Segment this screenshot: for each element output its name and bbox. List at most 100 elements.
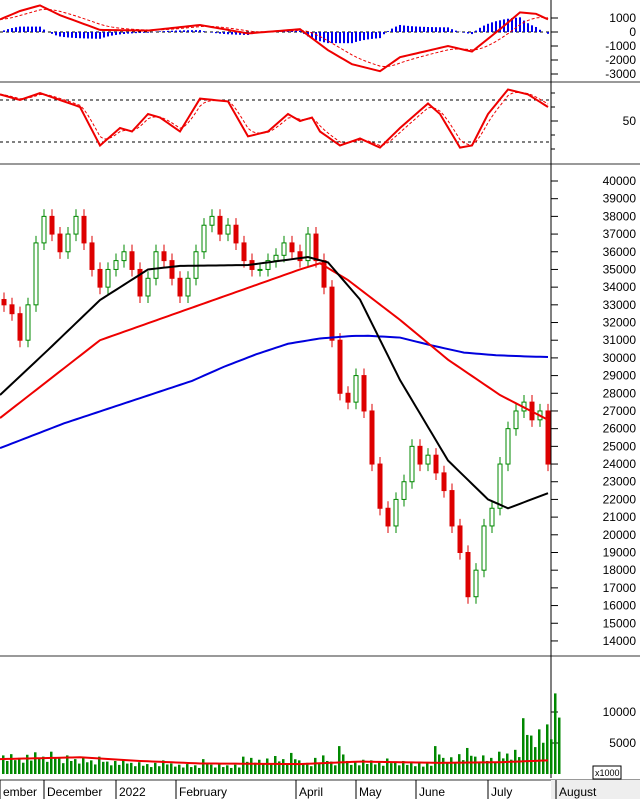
volume-bar — [338, 746, 341, 774]
candle-body — [449, 490, 455, 527]
price-tick-label: 28000 — [603, 386, 637, 400]
volume-bar — [202, 759, 205, 774]
volume-bar — [78, 763, 81, 774]
candle-body — [329, 286, 335, 341]
volume-bar — [126, 763, 129, 774]
volume-bar — [358, 765, 361, 774]
month-label: July — [491, 785, 512, 799]
candle-body — [233, 224, 239, 244]
month-label: February — [179, 785, 227, 799]
volume-bar — [42, 756, 45, 774]
candle-body — [457, 525, 463, 553]
volume-bar — [306, 762, 309, 774]
volume-bar — [206, 763, 209, 774]
volume-bar — [494, 762, 497, 774]
candle-body — [273, 254, 279, 262]
volume-bar — [530, 735, 533, 774]
candle-body — [153, 251, 159, 279]
volume-bar — [258, 759, 261, 774]
volume-bar — [86, 762, 89, 774]
volume-bar — [118, 764, 121, 774]
candle-body — [145, 277, 151, 297]
volume-bar — [486, 760, 489, 774]
price-tick-label: 30000 — [603, 351, 637, 365]
volume-bar — [462, 760, 465, 774]
volume-bar — [362, 759, 365, 774]
candle-body — [121, 251, 127, 262]
volume-bar — [138, 762, 141, 774]
volume-bar — [354, 761, 357, 774]
volume-bar — [294, 759, 297, 774]
candle-body — [265, 260, 271, 270]
candle-body — [161, 251, 167, 262]
candle-body — [305, 233, 311, 262]
volume-bar — [242, 756, 245, 774]
volume-bar — [238, 767, 241, 774]
volume-bar — [14, 760, 17, 774]
volume-bar — [134, 766, 137, 774]
volume-bar — [122, 759, 125, 774]
volume-bar — [406, 764, 409, 774]
volume-bar — [214, 767, 217, 774]
candle-body — [9, 304, 15, 315]
macd-tick-label: -3000 — [605, 67, 636, 81]
volume-bar — [346, 760, 349, 774]
candle-body — [113, 260, 119, 270]
volume-bar — [334, 765, 337, 774]
volume-bar — [274, 756, 277, 774]
volume-bar — [74, 759, 77, 774]
price-tick-label: 27000 — [603, 404, 637, 418]
volume-bar — [178, 764, 181, 774]
price-tick-label: 38000 — [603, 209, 637, 223]
volume-bar — [446, 762, 449, 774]
volume-bar — [298, 760, 301, 774]
price-tick-label: 26000 — [603, 422, 637, 436]
volume-bar — [250, 757, 253, 774]
volume-bar — [370, 760, 373, 774]
candle-body — [177, 277, 183, 297]
candle-body — [401, 481, 407, 500]
volume-bar — [170, 763, 173, 774]
candle-body — [209, 215, 215, 226]
candle-body — [201, 224, 207, 253]
volume-bar — [46, 761, 49, 774]
candle-body — [433, 454, 439, 474]
volume-bar — [286, 763, 289, 774]
candle-body — [281, 242, 287, 256]
price-tick-label: 17000 — [603, 581, 637, 595]
candle-body — [497, 463, 503, 509]
volume-bar — [550, 739, 553, 774]
volume-bar — [546, 724, 549, 774]
volume-bar — [130, 762, 133, 774]
volume-bar — [58, 758, 61, 774]
candle-body — [377, 463, 383, 509]
volume-bar — [54, 758, 57, 774]
volume-bar — [262, 764, 265, 774]
volume-bar — [466, 747, 469, 774]
volume-bar — [518, 757, 521, 774]
volume-bar — [454, 762, 457, 774]
price-tick-label: 39000 — [603, 192, 637, 206]
volume-bar — [442, 757, 445, 774]
candle-body — [97, 268, 103, 288]
price-tick-label: 35000 — [603, 262, 637, 276]
volume-unit-label: x1000 — [595, 768, 620, 778]
candle-body — [489, 507, 495, 527]
volume-bar — [402, 760, 405, 774]
candle-body — [441, 472, 447, 492]
price-tick-label: 34000 — [603, 280, 637, 294]
volume-bar — [150, 767, 153, 774]
volume-bar — [318, 762, 321, 774]
volume-bar — [450, 757, 453, 774]
volume-bar — [270, 763, 273, 774]
price-tick-label: 16000 — [603, 599, 637, 613]
volume-bar — [154, 762, 157, 774]
volume-bar — [554, 693, 557, 774]
volume-bar — [234, 764, 237, 774]
volume-bar — [266, 758, 269, 774]
volume-bar — [426, 762, 429, 774]
ma-mid-line — [0, 262, 549, 421]
volume-bar — [386, 758, 389, 774]
volume-bar — [302, 764, 305, 774]
